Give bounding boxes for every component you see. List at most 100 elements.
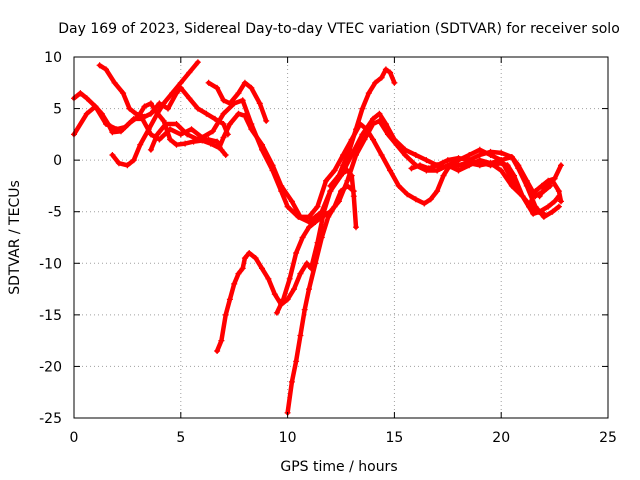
data-point xyxy=(220,97,227,104)
data-point xyxy=(220,110,227,117)
data-point xyxy=(269,162,276,169)
data-point xyxy=(314,203,321,210)
data-point xyxy=(256,100,263,107)
data-point xyxy=(402,152,409,158)
series-sat-14 xyxy=(536,177,564,205)
y-tick-label: 0 xyxy=(53,153,62,169)
data-point xyxy=(265,275,272,282)
data-point xyxy=(141,113,148,120)
data-point xyxy=(109,129,116,136)
data-point xyxy=(540,213,547,220)
data-point xyxy=(444,157,451,164)
x-tick-label: 5 xyxy=(176,430,185,446)
data-point xyxy=(241,255,248,262)
data-point xyxy=(224,131,231,138)
series-sat-2 xyxy=(71,90,532,220)
data-point xyxy=(214,138,221,145)
data-point xyxy=(173,141,180,148)
data-point xyxy=(421,200,428,207)
series-line xyxy=(434,154,562,220)
data-point xyxy=(359,131,366,138)
chart-title: Day 169 of 2023, Sidereal Day-to-day VTE… xyxy=(58,21,620,37)
data-point xyxy=(344,177,351,184)
data-point xyxy=(162,121,169,127)
data-point xyxy=(425,165,432,172)
series-line xyxy=(526,163,564,209)
data-point xyxy=(141,103,148,110)
data-point xyxy=(378,74,385,81)
data-point xyxy=(177,131,184,138)
x-tick-label: 25 xyxy=(599,430,617,446)
data-point xyxy=(353,126,359,133)
data-point xyxy=(214,84,221,91)
data-point xyxy=(346,146,353,153)
y-tick-label: -10 xyxy=(39,256,62,272)
data-point xyxy=(297,213,304,220)
series-line xyxy=(409,149,553,199)
data-point xyxy=(186,95,193,102)
data-point xyxy=(284,203,291,210)
data-point xyxy=(487,160,494,167)
data-point xyxy=(96,62,103,69)
data-point xyxy=(466,162,473,169)
data-point xyxy=(235,90,242,97)
data-point xyxy=(325,213,332,220)
data-point xyxy=(278,182,285,189)
data-point xyxy=(323,177,329,184)
data-point xyxy=(344,182,351,189)
data-point xyxy=(92,103,99,110)
data-point xyxy=(177,79,184,86)
data-point xyxy=(555,188,562,195)
x-tick-label: 0 xyxy=(70,430,79,446)
data-point xyxy=(370,136,376,143)
x-tick-label: 10 xyxy=(279,430,297,446)
data-point xyxy=(353,152,359,158)
data-point xyxy=(455,155,462,162)
data-point xyxy=(220,121,227,127)
data-point xyxy=(487,148,494,155)
data-point xyxy=(434,188,441,195)
data-point xyxy=(404,191,411,198)
data-point xyxy=(288,378,295,385)
data-point xyxy=(239,265,246,272)
data-point xyxy=(77,90,84,97)
data-point xyxy=(222,311,229,318)
data-point xyxy=(301,306,308,313)
data-point xyxy=(286,275,293,282)
series-line xyxy=(148,121,228,158)
series-sat-7 xyxy=(214,66,398,354)
data-point xyxy=(331,203,338,210)
series-sat-10 xyxy=(327,167,359,231)
data-point xyxy=(387,69,394,76)
data-point xyxy=(387,167,394,174)
data-point xyxy=(111,79,118,86)
data-point xyxy=(293,358,300,365)
data-point xyxy=(293,250,300,256)
data-point xyxy=(348,172,355,179)
data-point xyxy=(318,213,325,220)
data-point xyxy=(103,66,109,73)
data-point xyxy=(226,121,233,127)
plot-frame xyxy=(73,56,609,419)
data-point xyxy=(306,224,312,231)
data-point xyxy=(259,141,265,148)
data-point xyxy=(297,270,304,277)
data-point xyxy=(515,188,522,195)
data-point xyxy=(549,177,556,184)
data-point xyxy=(259,265,265,272)
data-point xyxy=(165,105,171,112)
axis-ticks: 0 5 10 15 20 25 -25 -20 -15 -10 -5 0 5 10 xyxy=(39,50,617,446)
data-point xyxy=(376,117,383,124)
x-tick-label: 15 xyxy=(385,430,403,446)
data-point xyxy=(427,196,434,203)
data-point xyxy=(378,152,385,158)
data-point xyxy=(126,120,133,126)
y-axis-label: SDTVAR / TECUs xyxy=(7,180,23,295)
data-point xyxy=(222,152,229,158)
data-point xyxy=(476,152,483,158)
data-point xyxy=(312,219,319,225)
data-point xyxy=(209,128,216,135)
data-point xyxy=(246,250,253,256)
y-tick-label: 5 xyxy=(53,102,62,118)
data-point xyxy=(220,134,227,141)
